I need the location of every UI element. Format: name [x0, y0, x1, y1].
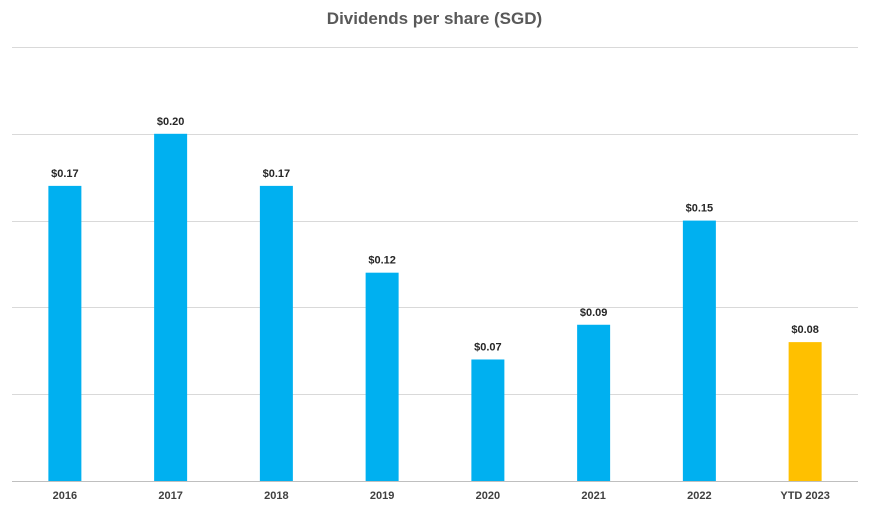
- bar-2021: [577, 324, 611, 481]
- data-label: $0.12: [368, 255, 396, 267]
- x-tick-label: 2019: [370, 490, 394, 502]
- x-tick-label: 2021: [581, 490, 605, 502]
- bar-2018: [259, 185, 293, 481]
- data-label: $0.07: [474, 341, 502, 353]
- data-label: $0.08: [791, 324, 819, 336]
- data-label: $0.17: [263, 168, 291, 180]
- chart-title: Dividends per share (SGD): [326, 9, 543, 28]
- x-tick-label: 2022: [687, 490, 711, 502]
- x-tick-label: YTD 2023: [780, 490, 830, 502]
- x-tick-label: 2016: [53, 490, 77, 502]
- data-label: $0.09: [580, 307, 608, 319]
- data-label: $0.15: [686, 203, 714, 215]
- data-label: $0.17: [51, 168, 79, 180]
- bar-ytd-2023: [788, 342, 822, 481]
- bar-2019: [365, 272, 399, 481]
- bar-2022: [682, 220, 716, 481]
- data-label: $0.20: [157, 116, 185, 128]
- x-tick-label: 2018: [264, 490, 288, 502]
- x-tick-label: 2017: [158, 490, 182, 502]
- bar-2020: [471, 359, 505, 481]
- x-tick-label: 2020: [476, 490, 500, 502]
- bar-2017: [154, 133, 188, 482]
- bar-2016: [48, 185, 82, 481]
